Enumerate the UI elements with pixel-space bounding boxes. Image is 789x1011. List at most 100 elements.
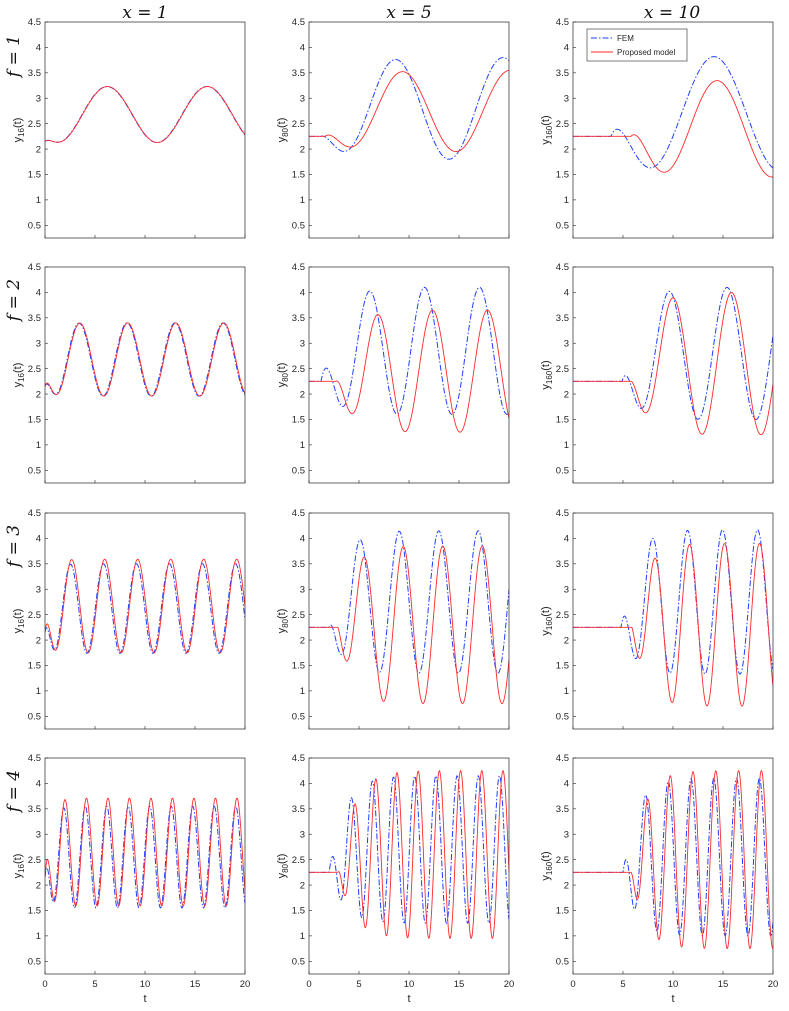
proposed-model-line (573, 80, 773, 178)
y-tick-label: 2 (300, 144, 305, 155)
y-tick-label: 4.5 (556, 508, 569, 519)
y-tick-label: 4 (300, 779, 305, 790)
y-tick-label: 3.5 (292, 559, 305, 570)
legend-label-fem: FEM (617, 34, 634, 43)
axes-box (308, 21, 510, 239)
subplot-r0-c1: 0.5 1 1.5 2 2.5 3 3.5 4 4.5 y80(t) (276, 17, 510, 239)
proposed-model-line (309, 545, 509, 705)
y-tick-label: 4 (564, 43, 569, 54)
y-tick-label: 2 (36, 880, 41, 891)
y-tick-label: 1.5 (292, 170, 305, 181)
x-axis-label: t (143, 993, 146, 1005)
y-tick-label: 4.5 (28, 17, 41, 28)
series-lines (45, 558, 245, 654)
y-tick-label: 4 (36, 43, 41, 54)
y-axis-label: y80(t) (276, 609, 290, 634)
fem-line (309, 286, 509, 415)
subplot-r1-c0: 0.5 1 1.5 2 2.5 3 3.5 4 4.5 y16(t) (12, 262, 246, 484)
proposed-model-line (45, 558, 245, 654)
y-tick-label: 1.5 (556, 415, 569, 426)
subplot-grid: 0.5 1 1.5 2 2.5 3 3.5 4 4.5 y16(t) 0.5 1 1.5 2 2.5 3 3.5… (12, 17, 778, 1005)
series-lines (573, 286, 773, 436)
y-tick-label: 3 (564, 93, 569, 104)
y-tick-label: 2 (564, 144, 569, 155)
y-tick-label: 3.5 (28, 313, 41, 324)
y-tick-label: 3.5 (28, 68, 41, 79)
y-tick-label: 1.5 (292, 415, 305, 426)
y-tick-label: 3.5 (556, 68, 569, 79)
legend-box (586, 28, 688, 62)
y-tick-label: 1.5 (28, 906, 41, 917)
y-tick-label: 4.5 (28, 262, 41, 273)
y-tick-label: 1.5 (556, 906, 569, 917)
series-lines (309, 769, 509, 939)
y-tick-label: 3.5 (28, 804, 41, 815)
fem-line (309, 57, 509, 160)
y-tick-label: 0.5 (292, 220, 305, 231)
y-axis-label: y160(t) (540, 851, 554, 880)
axes-box (572, 266, 774, 484)
y-tick-label: 3.5 (556, 804, 569, 815)
fem-line (45, 805, 245, 909)
y-tick-label: 0.5 (556, 220, 569, 231)
row-label-f2: f = 2 (4, 279, 24, 323)
x-tick-label: 10 (668, 979, 679, 990)
y-tick-label: 2.5 (292, 364, 305, 375)
y-tick-label: 3 (36, 584, 41, 595)
x-tick-label: 5 (92, 979, 97, 990)
y-axis-label: y160(t) (540, 606, 554, 635)
fem-line (573, 56, 773, 169)
y-tick-label: 1 (36, 440, 41, 451)
x-tick-label: 0 (306, 979, 311, 990)
y-tick-label: 1.5 (28, 661, 41, 672)
y-tick-label: 4 (36, 779, 41, 790)
y-tick-label: 3.5 (292, 313, 305, 324)
col-title-x1: x = 1 (122, 3, 167, 23)
y-tick-label: 3 (564, 584, 569, 595)
y-tick-label: 3 (300, 584, 305, 595)
subplot-r0-c0: 0.5 1 1.5 2 2.5 3 3.5 4 4.5 y16(t) (12, 17, 246, 239)
series-lines (309, 57, 509, 160)
y-tick-label: 1.5 (556, 661, 569, 672)
subplot-r3-c0: 0.5 1 1.5 2 2.5 3 3.5 4 4.5 0 5 10 15 20 t y16(t) (12, 753, 250, 1005)
x-tick-label: 5 (356, 979, 361, 990)
y-tick-label: 3 (300, 829, 305, 840)
y-tick-label: 3 (564, 829, 569, 840)
y-axis-label: y160(t) (540, 360, 554, 389)
axes-box (308, 512, 510, 730)
y-axis-label: y160(t) (540, 115, 554, 144)
y-tick-label: 4.5 (292, 508, 305, 519)
proposed-model-line (45, 322, 245, 397)
y-tick-label: 3.5 (556, 313, 569, 324)
y-tick-label: 4 (300, 43, 305, 54)
y-tick-label: 3.5 (292, 804, 305, 815)
proposed-model-line (45, 86, 245, 143)
y-tick-label: 4 (36, 288, 41, 299)
y-tick-label: 2.5 (292, 119, 305, 130)
axes-box (44, 21, 246, 239)
series-lines (309, 530, 509, 705)
y-tick-label: 2 (300, 880, 305, 891)
y-tick-label: 4 (564, 534, 569, 545)
y-tick-label: 4.5 (28, 508, 41, 519)
y-tick-label: 0.5 (556, 711, 569, 722)
y-tick-label: 1 (564, 686, 569, 697)
x-tick-label: 15 (454, 979, 465, 990)
y-tick-label: 1 (36, 931, 41, 942)
x-tick-label: 15 (718, 979, 729, 990)
y-tick-label: 4 (564, 288, 569, 299)
y-tick-label: 0.5 (28, 220, 41, 231)
y-tick-label: 2 (36, 635, 41, 646)
y-tick-label: 0.5 (28, 956, 41, 967)
y-tick-label: 0.5 (292, 711, 305, 722)
col-title-x10: x = 10 (644, 3, 700, 23)
y-tick-label: 1 (300, 440, 305, 451)
y-tick-label: 2 (564, 880, 569, 891)
subplot-r2-c2: 0.5 1 1.5 2 2.5 3 3.5 4 4.5 y160(t) (540, 508, 774, 730)
proposed-model-line (573, 543, 773, 707)
subplot-r3-c2: 0.5 1 1.5 2 2.5 3 3.5 4 4.5 0 5 10 15 20 t y160(t) (540, 753, 778, 1005)
axes-box (44, 512, 246, 730)
y-axis-label: y16(t) (12, 609, 26, 634)
y-tick-label: 1 (36, 686, 41, 697)
